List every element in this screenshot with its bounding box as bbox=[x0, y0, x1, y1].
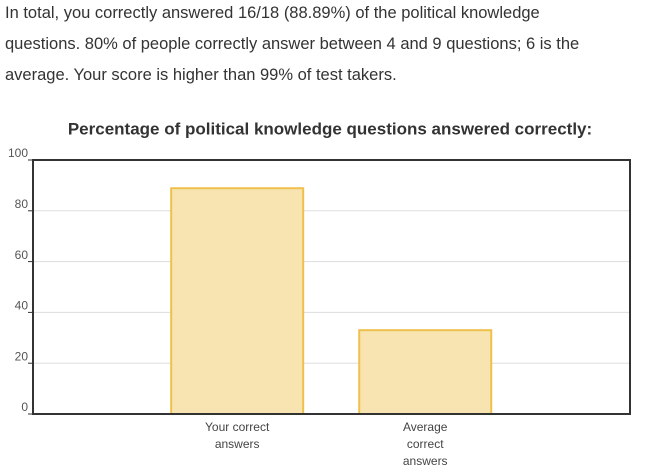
x-tick-label: Average correct answers bbox=[402, 420, 448, 468]
y-tick-label: 40 bbox=[15, 299, 29, 313]
y-tick-label: 100 bbox=[8, 146, 28, 160]
y-tick-label: 60 bbox=[15, 248, 29, 262]
bar bbox=[170, 187, 305, 415]
x-tick-label: Your correct answers bbox=[205, 420, 270, 451]
intro-line: In total, you correctly answered 16/18 (… bbox=[5, 4, 540, 22]
intro-line: average. Your score is higher than 99% o… bbox=[5, 66, 397, 84]
y-tick-label: 0 bbox=[21, 400, 28, 414]
intro-text: In total, you correctly answered 16/18 (… bbox=[5, 0, 579, 93]
y-tick-label: 80 bbox=[15, 197, 29, 211]
plot-frame bbox=[32, 159, 631, 415]
chart-title: Percentage of political knowledge questi… bbox=[68, 119, 592, 138]
y-tick-label: 20 bbox=[15, 349, 29, 363]
bar bbox=[358, 329, 493, 415]
intro-line: questions. 80% of people correctly answe… bbox=[5, 35, 580, 53]
